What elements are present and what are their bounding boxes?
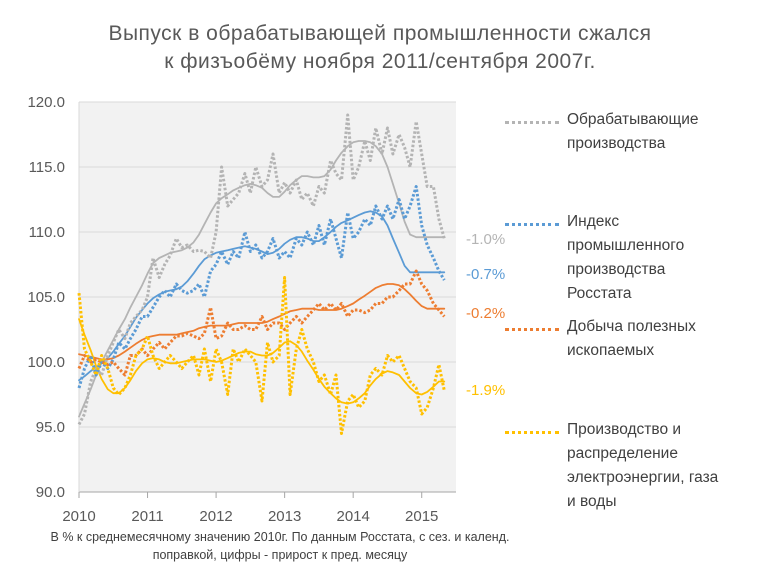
- x-tick-label: 2010: [62, 508, 95, 525]
- legend-line: производства: [567, 135, 666, 152]
- end-label-utilities: -1.9%: [466, 382, 506, 399]
- legend-item-industrial: Индекс промышленного производства Росста…: [505, 210, 755, 302]
- footnote-line-2: поправкой, цифры - прирост к пред. месяц…: [152, 548, 408, 562]
- legend-label-industrial: Индекс промышленного производства Росста…: [567, 210, 747, 306]
- end-label-mining: -0.2%: [466, 305, 506, 322]
- end-label-industrial: -0.7%: [466, 266, 506, 283]
- legend-swatch-manufacturing: [505, 121, 559, 124]
- x-tick-label: 2013: [268, 508, 301, 525]
- x-tick-label: 2012: [199, 508, 232, 525]
- legend-swatch-industrial: [505, 223, 559, 226]
- legend-item-utilities: Производство и распределение электроэнер…: [505, 418, 755, 510]
- legend-swatch-utilities: [505, 431, 559, 434]
- legend-line: Росстата: [567, 285, 632, 302]
- legend-line: распределение: [567, 445, 678, 462]
- y-tick-label: 105.0: [27, 289, 65, 306]
- y-tick-label: 90.0: [36, 484, 65, 501]
- legend-label-mining: Добыча полезных ископаемых: [567, 315, 747, 363]
- chart-title-line-2: к физъобёму ноября 2011/сентября 2007г.: [164, 50, 596, 73]
- legend-line: электроэнергии, газа: [567, 469, 719, 486]
- footnote-line-1: В % к среднемесячному значению 2010г. По…: [50, 530, 510, 544]
- legend-item-manufacturing: Обрабатывающие производства: [505, 108, 755, 152]
- y-tick-label: 120.0: [27, 94, 65, 111]
- x-tick-label: 2015: [405, 508, 438, 525]
- end-label-manufacturing: -1.0%: [466, 231, 506, 248]
- legend-line: промышленного: [567, 237, 685, 254]
- legend-line: производства: [567, 261, 666, 278]
- legend-swatch-mining: [505, 328, 559, 331]
- legend-label-utilities: Производство и распределение электроэнер…: [567, 418, 747, 514]
- legend-line: Производство и: [567, 421, 682, 438]
- legend-item-mining: Добыча полезных ископаемых: [505, 315, 755, 359]
- y-tick-label: 115.0: [29, 159, 65, 176]
- y-tick-label: 95.0: [36, 419, 65, 436]
- legend-line: Обрабатывающие: [567, 111, 699, 128]
- x-tick-label: 2014: [336, 508, 369, 525]
- series-line-mining: [77, 269, 446, 377]
- x-tick-label: 2011: [131, 508, 163, 525]
- series-line-industrial: [77, 185, 446, 389]
- legend-line: и воды: [567, 493, 617, 510]
- legend-line: ископаемых: [567, 342, 655, 359]
- y-tick-label: 100.0: [27, 354, 65, 371]
- trend-line-mining: [78, 283, 446, 361]
- y-tick-label: 110.0: [29, 224, 65, 241]
- legend-line: Добыча полезных: [567, 318, 696, 335]
- legend-line: Индекс: [567, 213, 620, 230]
- legend-label-manufacturing: Обрабатывающие производства: [567, 108, 747, 156]
- series-line-manufacturing: [77, 113, 446, 426]
- chart-title-line-1: Выпуск в обрабатывающей промышленности с…: [108, 22, 652, 45]
- series-line-utilities: [77, 276, 446, 435]
